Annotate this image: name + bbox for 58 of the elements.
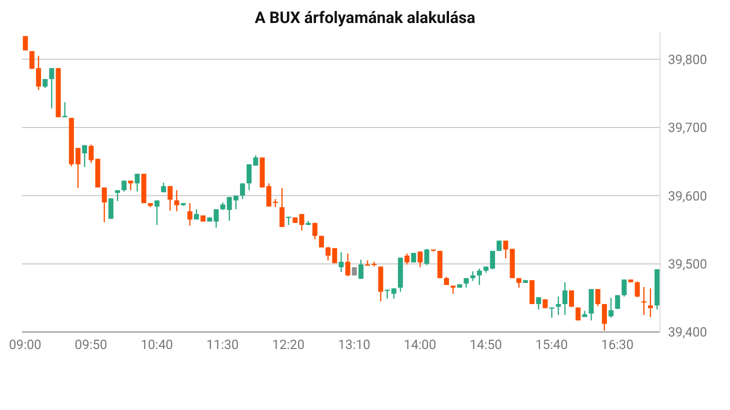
candlestick [154, 200, 160, 226]
y-tick-label: 39,400 [668, 326, 708, 341]
candlestick [530, 280, 535, 305]
candlestick [240, 182, 246, 200]
candlestick [128, 180, 134, 191]
candlestick [279, 188, 284, 228]
y-tick-label: 39,700 [668, 121, 708, 136]
x-tick-label: 14:50 [470, 338, 502, 354]
candlestick [88, 144, 94, 164]
candlestick [634, 280, 640, 298]
x-tick-label: 11:30 [206, 338, 239, 354]
x-tick-label: 09:50 [74, 338, 108, 354]
x-tick-label: 15:40 [535, 338, 568, 354]
candlestick [22, 35, 28, 52]
y-tick-label: 39,800 [668, 52, 708, 68]
candlestick [108, 198, 114, 220]
candlestick [576, 306, 581, 322]
candlestick [622, 278, 627, 298]
candlestick [608, 297, 614, 318]
x-tick-label: 13:10 [338, 338, 370, 354]
candlestick [122, 180, 127, 192]
candlestick [174, 190, 180, 212]
candlestick [476, 268, 482, 286]
candlestick [187, 202, 192, 226]
chart-title: A BUX árfolyamának alakulása [254, 8, 476, 28]
candlestick [312, 222, 318, 240]
candlestick [496, 240, 502, 252]
candlestick [536, 296, 542, 310]
x-tick-label: 16:30 [601, 338, 634, 354]
candlestick [49, 68, 54, 109]
y-tick-label: 39,500 [668, 257, 708, 272]
candlestick [404, 252, 410, 266]
candlestick [424, 248, 430, 266]
candlestick [82, 144, 88, 168]
candlestick [464, 278, 469, 288]
x-tick-label: 10:40 [140, 338, 173, 354]
candlestick [602, 303, 607, 332]
candlestick [358, 259, 364, 280]
candlestick [569, 290, 574, 308]
x-tick-label: 14:00 [404, 338, 436, 354]
x-tick-label: 09:00 [8, 338, 42, 354]
candlestick [516, 278, 522, 288]
candlestick [470, 270, 476, 282]
candlestick [345, 252, 350, 277]
candlestick [168, 185, 173, 212]
candlestick [556, 296, 561, 316]
candlestick [595, 288, 600, 307]
y-tick-label: 39,600 [668, 189, 708, 204]
candlestick [615, 294, 620, 310]
candlestick [102, 186, 107, 223]
candlestick [418, 250, 423, 268]
x-tick-label: 12:20 [272, 338, 305, 354]
candlestick [503, 240, 508, 259]
candlestick [338, 252, 344, 273]
candlestick [648, 288, 653, 318]
candlestick [134, 173, 140, 192]
candlestick [114, 190, 120, 202]
candlestick [562, 282, 568, 316]
